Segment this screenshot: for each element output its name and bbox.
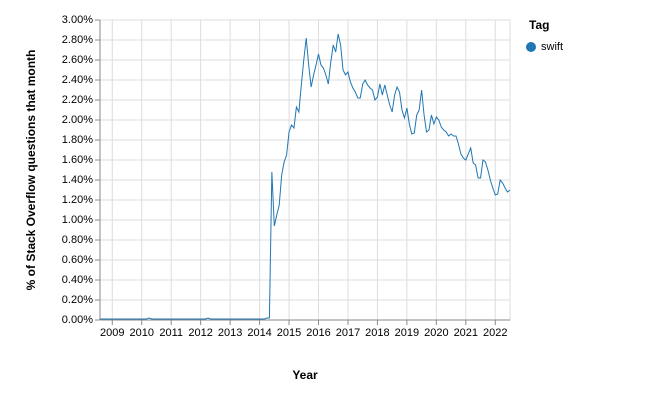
y-tick-label: 1.00%	[62, 214, 93, 226]
y-tick-label: 0.20%	[62, 294, 93, 306]
y-tick-label: 2.60%	[62, 54, 93, 66]
x-tick-label: 2010	[129, 327, 153, 339]
x-tick-label: 2009	[100, 327, 124, 339]
y-tick-label: 2.00%	[62, 114, 93, 126]
line	[100, 33, 511, 320]
y-tick-label: 1.20%	[62, 194, 93, 206]
y-tick-label: 2.40%	[62, 74, 93, 86]
y-tick-label: 1.60%	[62, 154, 93, 166]
x-tick-label: 2021	[454, 327, 478, 339]
legend-title: Tag	[529, 18, 549, 32]
y-tick-label: 0.40%	[62, 274, 93, 286]
x-tick-label: 2020	[424, 327, 448, 339]
y-tick-label: 3.00%	[62, 14, 93, 26]
x-tick-label: 2014	[247, 327, 271, 339]
legend-symbol	[526, 42, 536, 52]
y-tick-label: 1.80%	[62, 134, 93, 146]
plot-frame	[99, 19, 511, 321]
y-tick-label: 1.40%	[62, 174, 93, 186]
x-tick-label: 2015	[277, 327, 301, 339]
y-tick-label: 0.00%	[62, 314, 93, 326]
x-tick-label: 2013	[218, 327, 242, 339]
y-axis-title: % of Stack Overflow questions that month	[24, 50, 38, 291]
x-tick-label: 2022	[483, 327, 507, 339]
x-axis-title: Year	[292, 368, 318, 382]
x-tick-label: 2012	[188, 327, 212, 339]
y-tick-label: 2.80%	[62, 34, 93, 46]
x-tick-label: 2019	[395, 327, 419, 339]
x-tick-label: 2011	[159, 327, 183, 339]
x-tick-label: 2018	[365, 327, 389, 339]
legend-label: swift	[541, 41, 563, 53]
y-tick-label: 0.80%	[62, 234, 93, 246]
y-tick-label: 0.60%	[62, 254, 93, 266]
x-tick-label: 2016	[306, 327, 330, 339]
x-tick-label: 2017	[336, 327, 360, 339]
y-tick-label: 2.20%	[62, 94, 93, 106]
